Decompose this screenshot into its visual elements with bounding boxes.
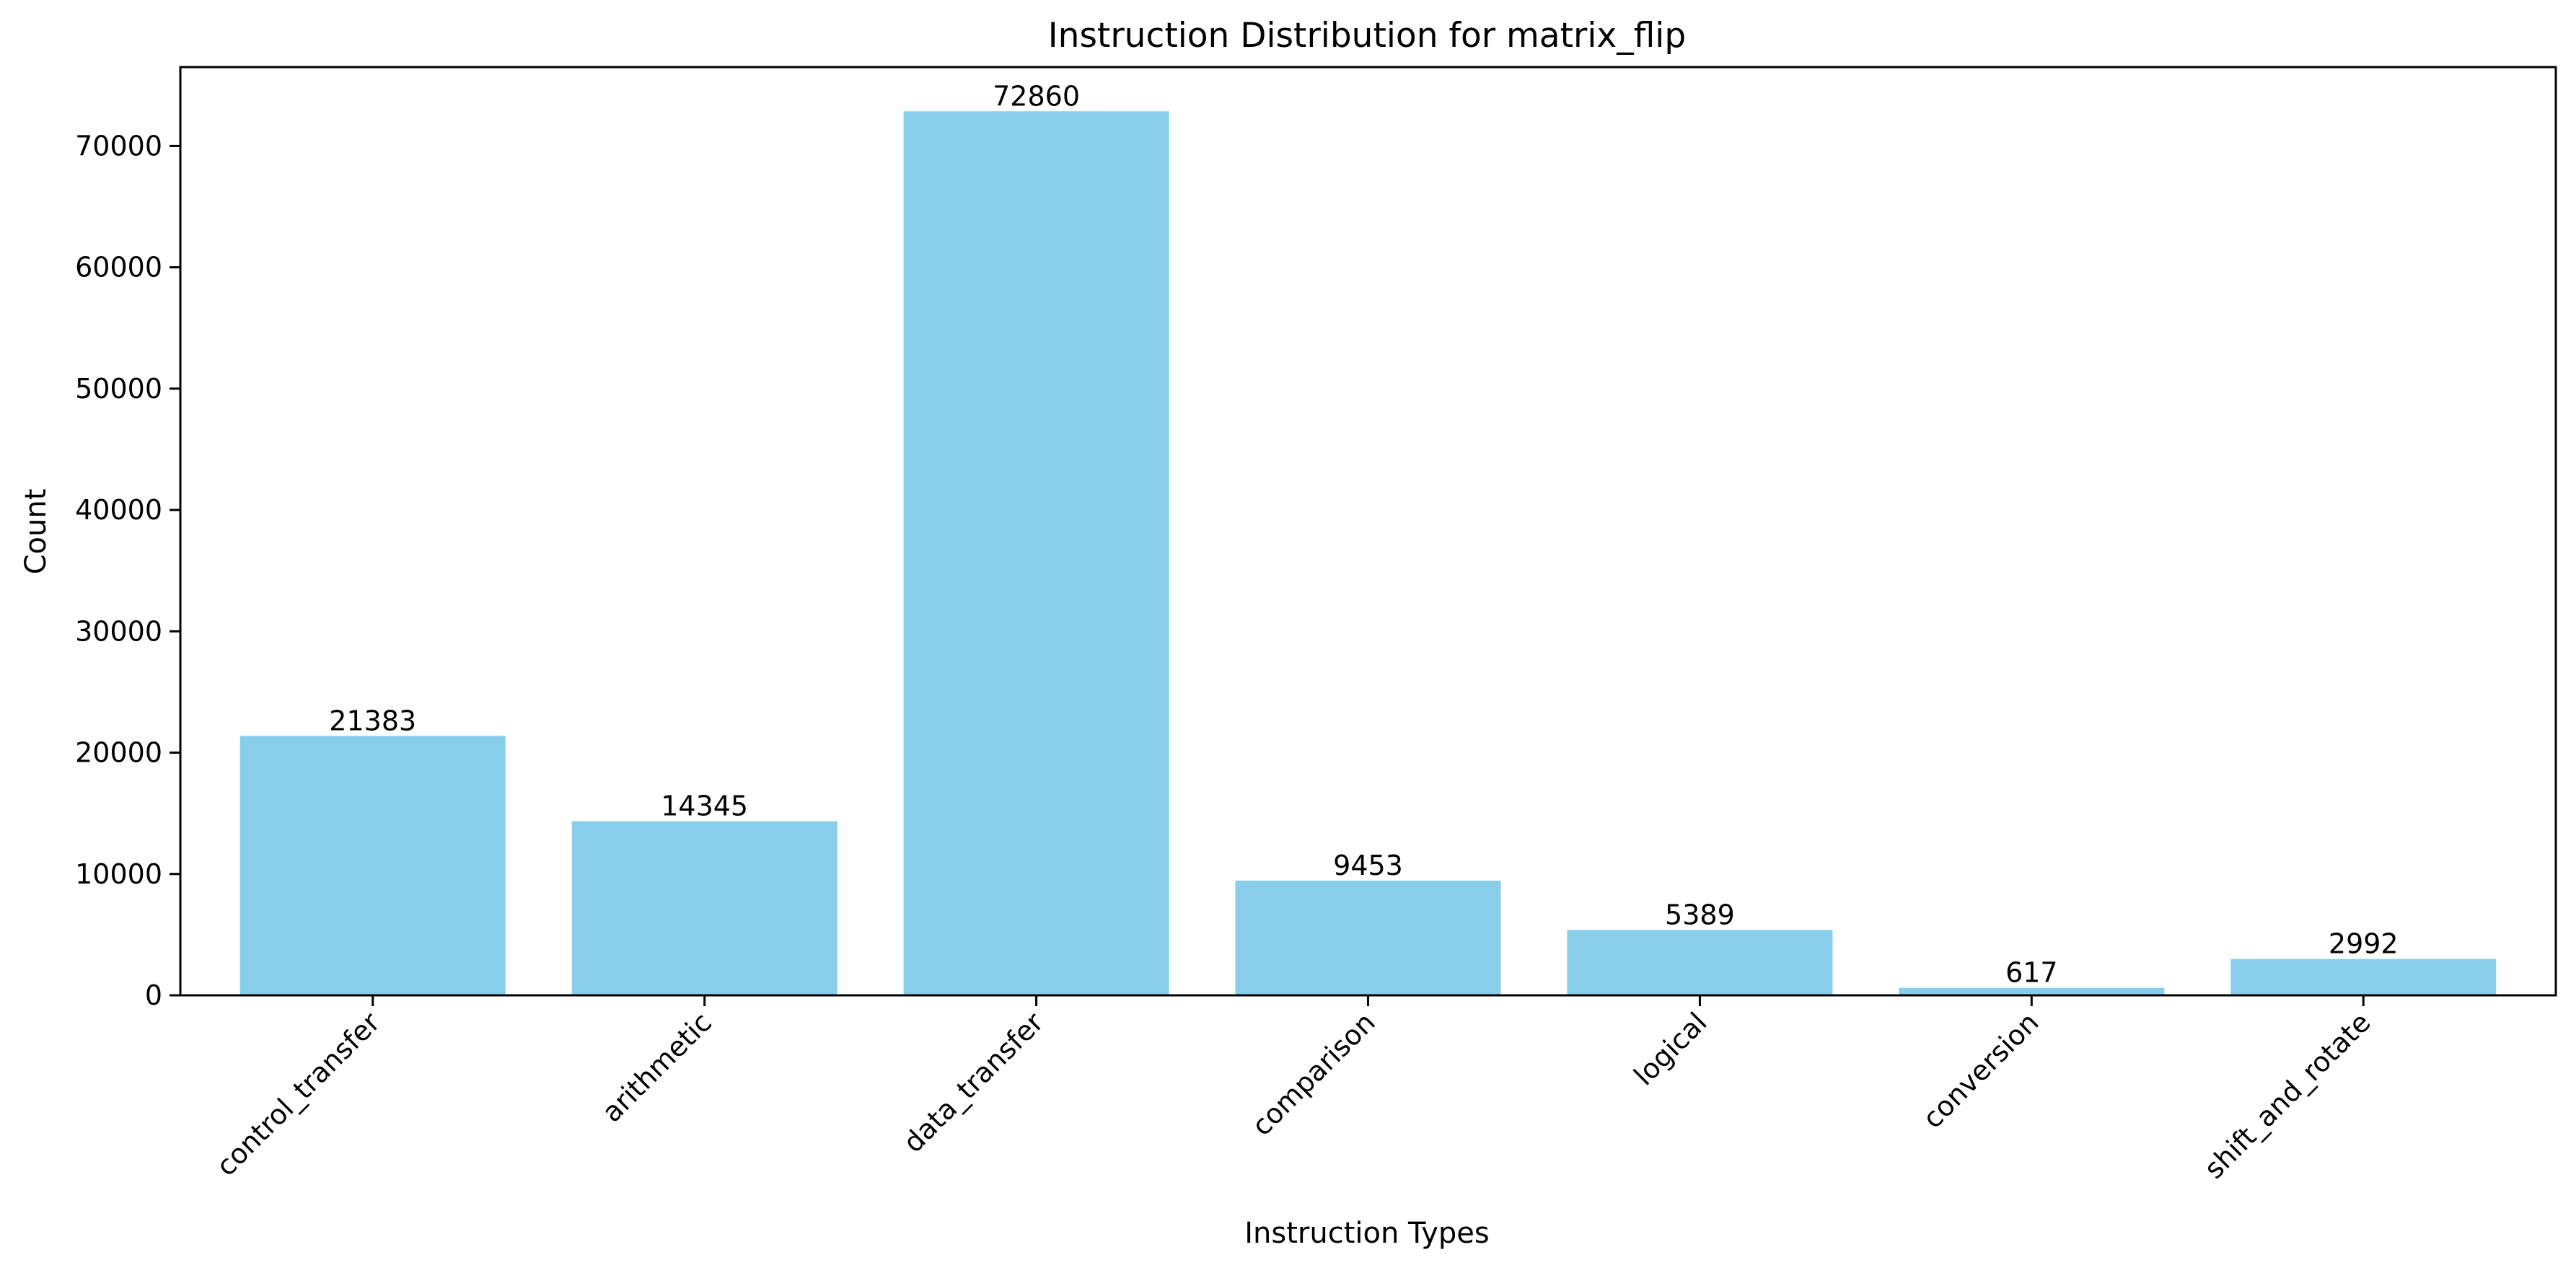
bars-group xyxy=(239,111,2497,995)
bar-shift_and_rotate xyxy=(2230,959,2497,995)
y-tick-label: 70000 xyxy=(75,130,162,162)
value-label-comparison: 9453 xyxy=(1333,850,1403,881)
y-tick-label: 0 xyxy=(145,979,162,1011)
bar-logical xyxy=(1567,930,1833,995)
x-tick-label-conversion: conversion xyxy=(1917,1006,2045,1135)
y-tick-label: 60000 xyxy=(75,252,162,283)
bar-control_transfer xyxy=(239,736,506,995)
x-tick-label-data_transfer: data_transfer xyxy=(897,1006,1050,1158)
y-axis-ticks: 0 10000 20000 30000 40000 50000 60000 70000 xyxy=(75,130,180,1011)
y-tick-label: 20000 xyxy=(75,737,162,769)
x-tick-label-control_transfer: control_transfer xyxy=(210,1006,386,1182)
x-tick-label-arithmetic: arithmetic xyxy=(596,1006,718,1128)
value-label-data_transfer: 72860 xyxy=(993,80,1080,112)
bar-conversion xyxy=(1899,987,2165,995)
value-label-control_transfer: 21383 xyxy=(329,705,416,736)
y-tick-label: 10000 xyxy=(75,858,162,890)
bar-arithmetic xyxy=(571,821,838,995)
value-label-arithmetic: 14345 xyxy=(661,790,748,822)
x-axis-ticks: control_transfer arithmetic data_transfer c… xyxy=(210,995,2377,1185)
value-label-logical: 5389 xyxy=(1665,899,1735,930)
y-tick-label: 30000 xyxy=(75,615,162,647)
y-tick-label: 50000 xyxy=(75,373,162,405)
y-tick-label: 40000 xyxy=(75,494,162,526)
x-tick-label-comparison: comparison xyxy=(1246,1006,1381,1142)
value-label-conversion: 617 xyxy=(2005,957,2058,989)
x-tick-label-logical: logical xyxy=(1628,1006,1713,1091)
value-label-shift_and_rotate: 2992 xyxy=(2329,928,2399,960)
chart-title: Instruction Distribution for matrix_flip xyxy=(1048,16,1686,56)
x-tick-label-shift_and_rotate: shift_and_rotate xyxy=(2198,1006,2377,1185)
value-labels-group: 21383 14345 72860 9453 5389 617 2992 xyxy=(329,80,2398,988)
bar-data_transfer xyxy=(903,111,1169,995)
bar-comparison xyxy=(1235,880,1501,995)
x-axis-label: Instruction Types xyxy=(1244,1217,1490,1250)
y-axis-label: Count xyxy=(19,489,53,575)
